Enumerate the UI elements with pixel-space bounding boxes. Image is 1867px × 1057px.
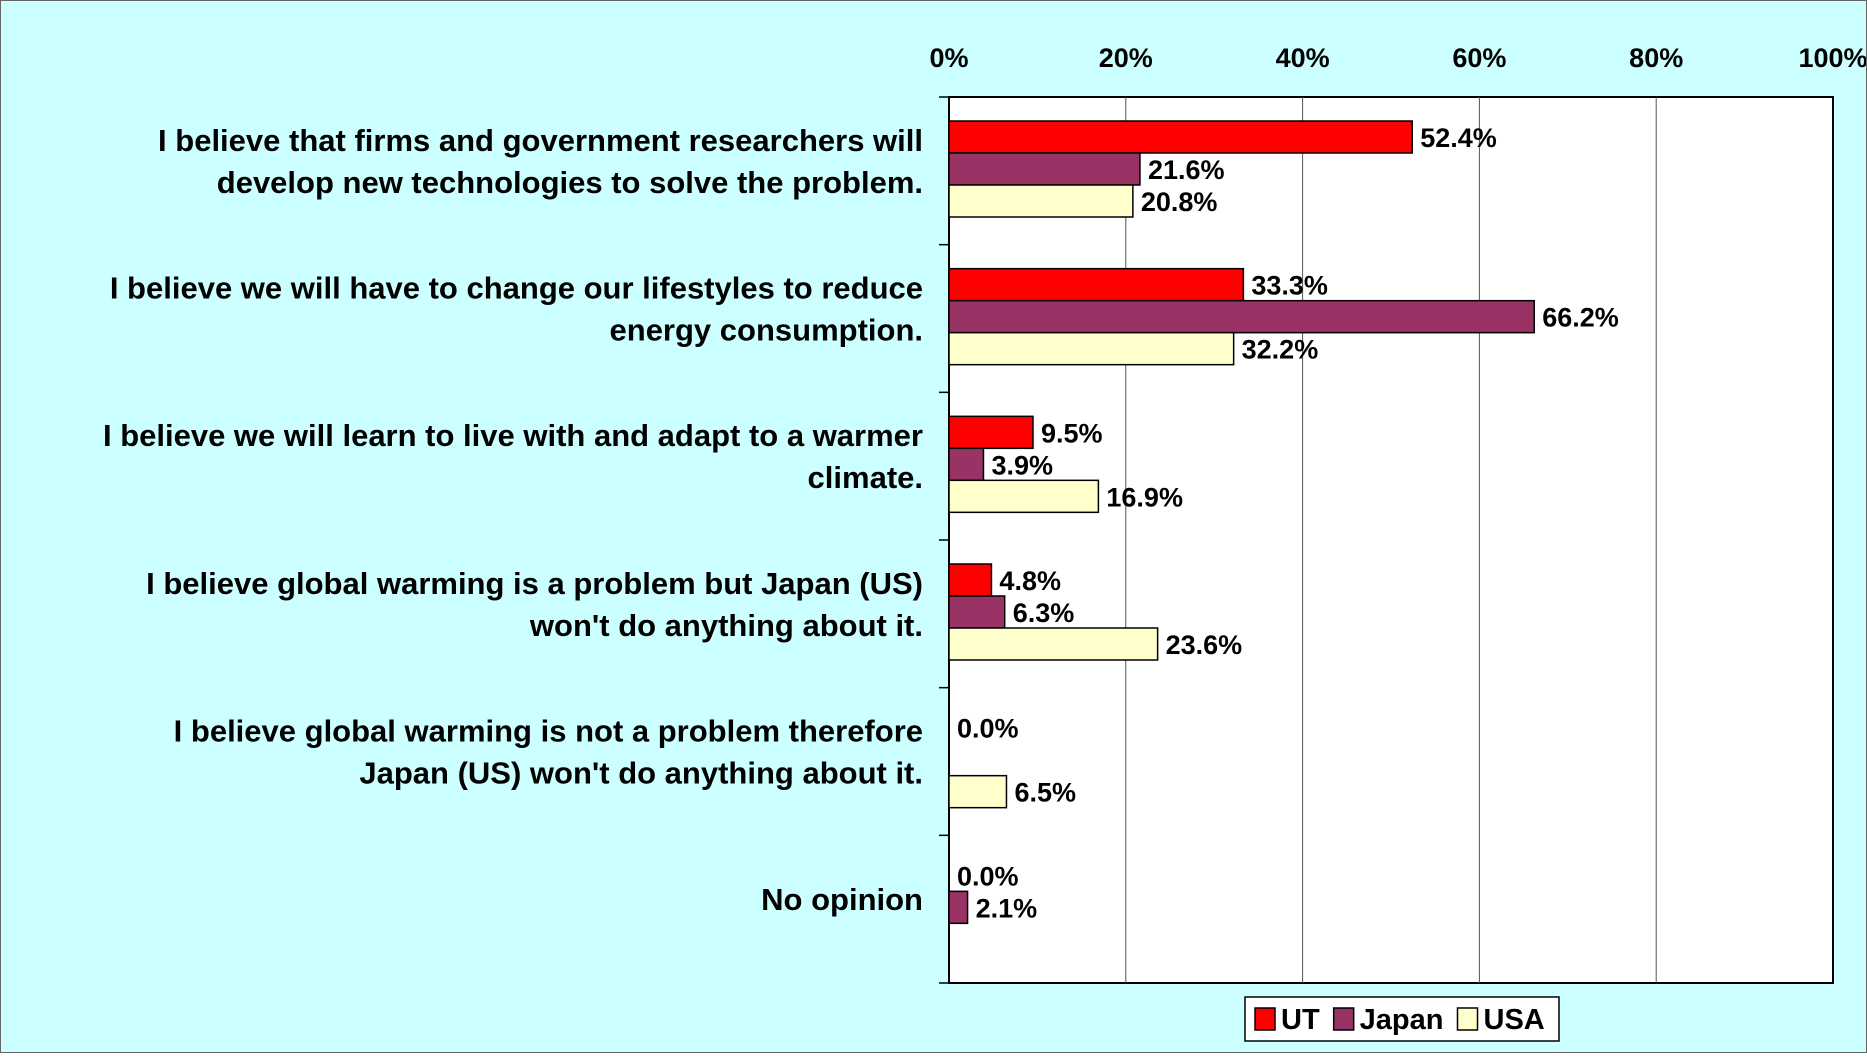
bar-japan (948, 447, 985, 482)
data-label: 0.0% (957, 861, 1019, 891)
data-label: 2.1% (976, 893, 1038, 923)
legend-swatch-japan (1332, 1007, 1355, 1031)
x-tick-label: 40% (1276, 43, 1330, 73)
data-label: 6.3% (1013, 598, 1075, 628)
category-label: No opinion (761, 882, 923, 917)
bar-ut (948, 120, 1413, 154)
data-label: 3.9% (991, 450, 1053, 480)
x-tick-label: 100% (1798, 43, 1866, 73)
legend-box (1244, 996, 1560, 1042)
bar-usa (948, 627, 1159, 661)
bar-japan (948, 595, 1006, 629)
category-label: climate. (808, 460, 923, 495)
data-label: 16.9% (1106, 482, 1183, 512)
x-tick-label: 20% (1099, 43, 1153, 73)
category-label: Japan (US) won't do anything about it. (359, 756, 923, 791)
category-label: develop new technologies to solve the pr… (217, 165, 923, 200)
data-label: 32.2% (1242, 335, 1319, 365)
data-label: 6.5% (1014, 778, 1076, 808)
data-label: 9.5% (1041, 418, 1103, 448)
data-label: 52.4% (1420, 123, 1497, 153)
category-label: I believe global warming is not a proble… (174, 714, 923, 749)
bar-usa (948, 184, 1134, 218)
bar-japan (948, 890, 969, 925)
legend-label: UT (1281, 1004, 1320, 1036)
bar-ut (948, 267, 1245, 302)
x-tick-label: 0% (929, 43, 968, 73)
data-label: 4.8% (999, 566, 1061, 596)
category-label: won't do anything about it. (529, 608, 923, 643)
x-tick-label: 60% (1452, 43, 1506, 73)
category-label: I believe that firms and government rese… (158, 123, 923, 158)
data-label: 23.6% (1166, 630, 1243, 660)
category-label: I believe we will learn to live with and… (103, 418, 923, 453)
bar-usa (948, 479, 1100, 514)
bar-japan (948, 152, 1141, 186)
legend-label: USA (1484, 1004, 1545, 1036)
bar-usa (948, 774, 1008, 809)
x-tick-label: 80% (1629, 43, 1683, 73)
data-label: 66.2% (1542, 303, 1619, 333)
legend-label: Japan (1360, 1004, 1444, 1036)
category-label: energy consumption. (610, 313, 923, 348)
plot-area (948, 96, 1834, 984)
bar-ut (948, 415, 1034, 450)
bar-ut (948, 563, 993, 597)
legend-swatch-usa (1456, 1007, 1479, 1031)
legend-swatch-ut (1254, 1007, 1276, 1031)
data-label: 33.3% (1251, 271, 1328, 301)
data-label: 0.0% (957, 714, 1019, 744)
category-label: I believe we will have to change our lif… (110, 271, 923, 306)
category-label: I believe global warming is a problem bu… (146, 566, 923, 601)
data-label: 21.6% (1148, 155, 1225, 185)
bar-japan (948, 299, 1535, 334)
data-label: 20.8% (1141, 187, 1218, 217)
bar-usa (948, 331, 1235, 366)
